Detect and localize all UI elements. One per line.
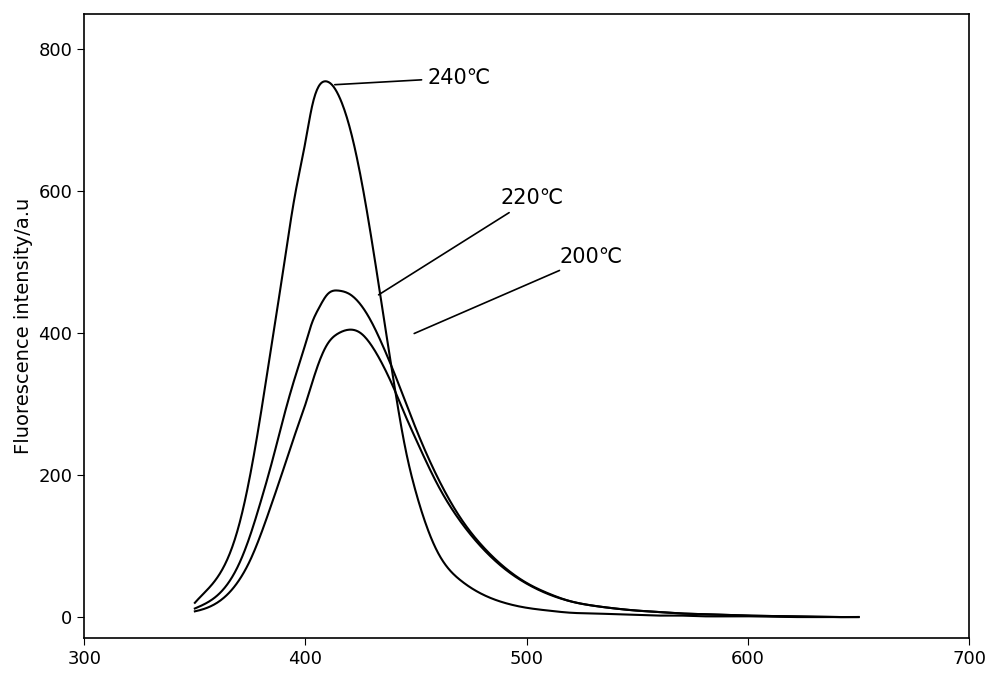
Text: 200℃: 200℃ xyxy=(414,247,623,333)
Y-axis label: Fluorescence intensity/a.u: Fluorescence intensity/a.u xyxy=(14,198,33,454)
Text: 220℃: 220℃ xyxy=(379,188,563,295)
Text: 240℃: 240℃ xyxy=(335,68,490,88)
